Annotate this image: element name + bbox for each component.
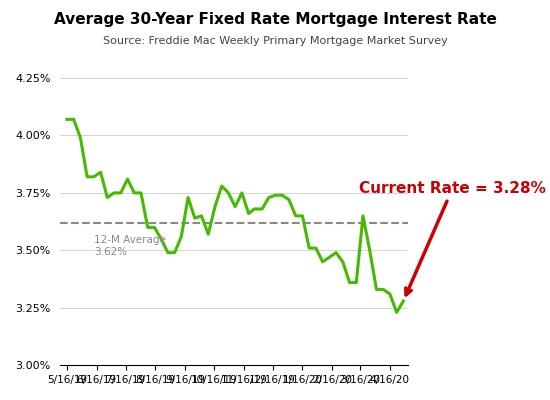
- Text: Current Rate = 3.28%: Current Rate = 3.28%: [359, 181, 546, 295]
- Text: Source: Freddie Mac Weekly Primary Mortgage Market Survey: Source: Freddie Mac Weekly Primary Mortg…: [103, 36, 447, 46]
- Text: Average 30-Year Fixed Rate Mortgage Interest Rate: Average 30-Year Fixed Rate Mortgage Inte…: [53, 12, 497, 27]
- Text: 12-M Average
3.62%: 12-M Average 3.62%: [94, 236, 166, 257]
